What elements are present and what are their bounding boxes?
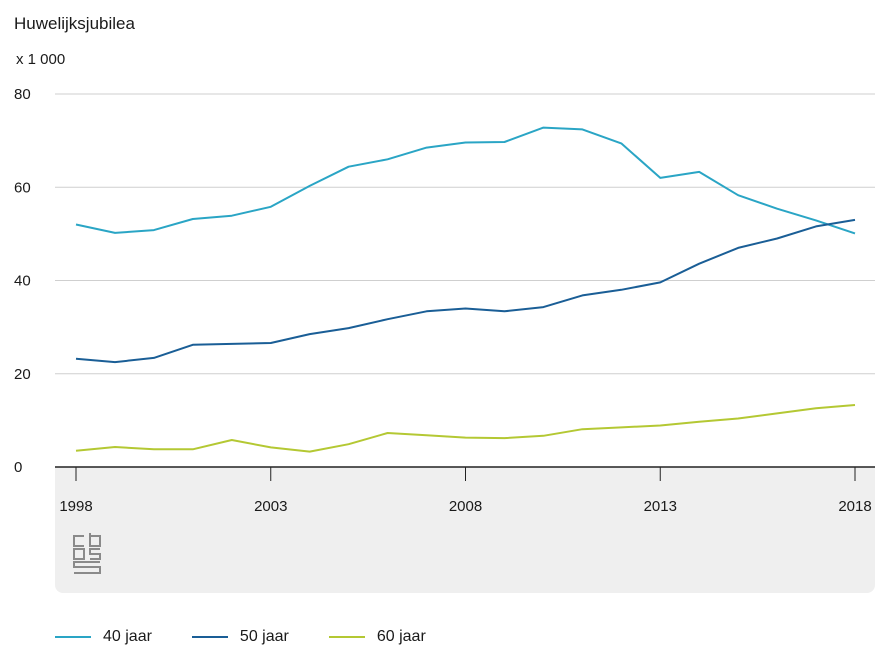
legend-swatch [55, 636, 91, 638]
x-tick-label: 1998 [59, 498, 92, 515]
x-tick-labels: 1998 2003 2008 2013 2018 [59, 467, 872, 515]
x-tick-label: 2008 [449, 498, 482, 515]
x-tick-label: 2003 [254, 498, 287, 515]
chart-title: Huwelijksjubilea [14, 14, 135, 33]
y-tick-label: 80 [14, 86, 31, 103]
legend-swatch [328, 636, 365, 638]
legend: 40 jaar 50 jaar 60 jaar [55, 628, 466, 646]
cbs-logo-icon [70, 533, 104, 577]
y-tick-label: 40 [14, 273, 31, 290]
legend-label: 40 jaar [103, 628, 152, 645]
y-tick-label: 20 [14, 366, 31, 383]
y-tick-label: 60 [14, 179, 31, 196]
y-tick-label: 0 [14, 459, 22, 476]
x-tick-label: 2013 [644, 498, 677, 515]
legend-swatch [191, 636, 228, 638]
legend-item-40-jaar: 40 jaar [55, 628, 152, 646]
legend-label: 50 jaar [239, 628, 289, 645]
y-tick-labels: 0 20 40 60 80 [14, 86, 31, 476]
legend-item-60-jaar: 60 jaar [328, 628, 426, 646]
x-axis-panel [55, 467, 875, 593]
series-line-50-jaar [75, 218, 856, 364]
legend-label: 60 jaar [376, 628, 426, 645]
legend-item-50-jaar: 50 jaar [191, 628, 289, 646]
series-lines [75, 126, 856, 453]
y-unit-label: x 1 000 [16, 51, 66, 68]
series-line-60-jaar [75, 404, 856, 453]
x-tick-label: 2018 [838, 498, 871, 515]
series-line-40-jaar [75, 126, 856, 235]
gridlines [55, 93, 875, 468]
